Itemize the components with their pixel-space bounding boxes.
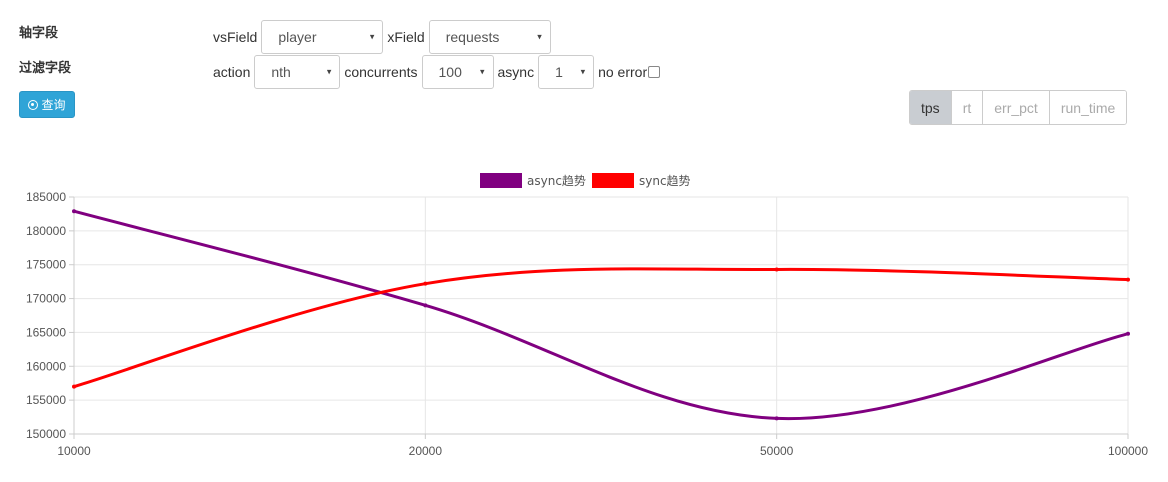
xfield-select[interactable]: requests ▾ [428, 20, 551, 54]
chevron-down-icon: ▾ [369, 31, 375, 42]
filter-fields-label: 过滤字段 [19, 60, 72, 75]
chevron-down-icon: ▾ [537, 31, 542, 42]
vsfield-label: vsField [213, 29, 258, 45]
vsfield-select[interactable]: player ▾ [261, 20, 384, 54]
tps-line-chart: 150000 155000 160000 165000 170000 175000 1800… [26, 173, 1148, 458]
metric-tab-group: tps rt err_pct run_time [909, 90, 1128, 125]
tab-run-time-label: run_time [1060, 99, 1116, 116]
tab-run-time[interactable]: run_time [1048, 91, 1127, 124]
vsfield-value: player [278, 29, 317, 45]
data-point [423, 303, 428, 308]
data-point [774, 416, 779, 421]
tab-rt[interactable]: rt [950, 91, 983, 124]
tab-err-pct-label: err_pct [994, 99, 1038, 116]
no-error-checkbox[interactable] [648, 66, 661, 78]
y-tick-label: 150000 [26, 427, 66, 441]
x-tick-label: 20000 [409, 444, 443, 458]
legend-swatch [480, 173, 522, 188]
series-line-1 [73, 267, 1129, 389]
async-value: 1 [555, 64, 563, 80]
x-tick-label: 100000 [1108, 444, 1148, 458]
y-tick-label: 180000 [26, 224, 66, 238]
legend-label: sync趋势 [639, 174, 691, 188]
action-label: action [213, 64, 251, 80]
async-label: async [497, 64, 535, 80]
concurrents-select[interactable]: 100 ▾ [421, 55, 494, 89]
tab-tps[interactable]: tps [910, 91, 951, 124]
no-error-label: no error [598, 64, 648, 80]
y-tick-label: 160000 [26, 359, 66, 373]
action-select[interactable]: nth ▾ [254, 55, 341, 89]
data-point [774, 267, 779, 272]
xfield-label: xField [387, 29, 425, 45]
play-circle-icon [28, 99, 39, 110]
tab-tps-label: tps [921, 99, 940, 116]
data-point [72, 384, 76, 389]
async-select[interactable]: 1 ▾ [538, 55, 595, 89]
data-point [72, 209, 76, 214]
xfield-value: requests [445, 29, 500, 45]
axis-fields-label: 轴字段 [19, 25, 59, 40]
y-tick-label: 185000 [26, 190, 66, 204]
series-line-0 [73, 209, 1129, 421]
concurrents-label: concurrents [344, 64, 418, 80]
query-button[interactable]: 查询 [19, 91, 75, 118]
concurrents-value: 100 [438, 64, 462, 80]
y-tick-label: 170000 [26, 292, 66, 306]
chevron-down-icon: ▾ [580, 66, 586, 77]
filter-field-row: action nth ▾ concurrents 100 ▾ async 1 ▾… [213, 55, 661, 89]
chevron-down-icon: ▾ [326, 66, 332, 77]
tab-rt-label: rt [962, 99, 972, 116]
chevron-down-icon: ▾ [479, 66, 485, 77]
action-value: nth [271, 64, 291, 80]
legend-swatch [592, 173, 634, 188]
data-point [1126, 277, 1130, 282]
tab-err-pct[interactable]: err_pct [982, 91, 1049, 124]
data-point [423, 281, 428, 286]
y-tick-label: 165000 [26, 325, 66, 339]
x-tick-label: 10000 [57, 444, 91, 458]
y-tick-label: 155000 [26, 393, 66, 407]
axis-field-row: vsField player ▾ xField requests ▾ [213, 20, 555, 54]
y-tick-label: 175000 [26, 258, 66, 272]
query-button-label: 查询 [41, 98, 66, 112]
legend-label: async趋势 [527, 174, 586, 188]
data-point [1126, 331, 1130, 336]
x-tick-label: 50000 [760, 444, 794, 458]
